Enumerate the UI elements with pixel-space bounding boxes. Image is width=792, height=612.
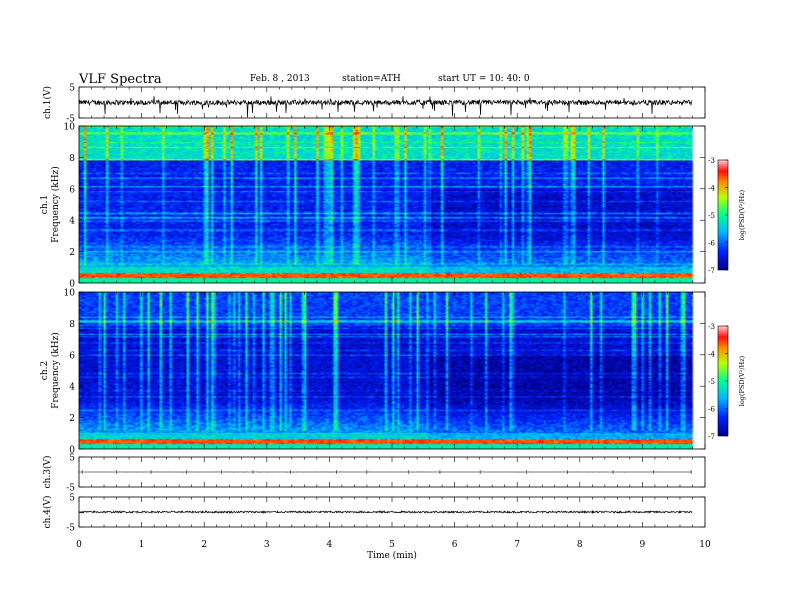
ch2-spectrogram-colorbar-tick-label: -5	[708, 378, 715, 386]
x-tick-label: 4	[327, 540, 333, 550]
x-tick-label: 0	[76, 540, 82, 550]
ch1-spectrogram-channel-label: ch.1	[40, 195, 50, 214]
ch2-spectrogram-ytick-label: 10	[64, 289, 76, 299]
start-time-label: start UT = 10: 40: 0	[438, 74, 530, 84]
ch2-spectrogram-ytick-label: 2	[69, 414, 75, 424]
ch2-spectrogram-ytick-label: 8	[69, 320, 75, 330]
x-axis-label: Time (min)	[367, 550, 417, 561]
ch2-spectrogram-colorbar-tick-label: -6	[708, 406, 715, 414]
ch4-waveform-ytick-label: 5	[69, 494, 75, 504]
ch2-spectrogram-ytick-label: 4	[69, 383, 75, 393]
x-tick-label: 7	[514, 540, 520, 550]
ch1-spectrogram-ylabel: Frequency (kHz)	[50, 166, 61, 243]
x-tick-label: 8	[577, 540, 583, 550]
x-tick-label: 5	[389, 540, 395, 550]
ch2-spectrogram-ytick-label: 6	[69, 351, 75, 361]
ch1-spectrogram-ytick-label: 8	[69, 154, 75, 164]
ch2-spectrogram-colorbar-tick-label: -7	[708, 433, 715, 441]
ch1-waveform-ylabel: ch.1(V)	[42, 86, 53, 119]
chart-title: VLF Spectra	[79, 72, 162, 87]
x-tick-label: 6	[452, 540, 458, 550]
ch1-spectrogram-heatmap	[79, 126, 705, 283]
x-tick-label: 1	[139, 540, 145, 550]
ch1-spectrogram-ytick-label: 10	[64, 123, 76, 133]
ch1-waveform-ytick-label: 5	[69, 84, 75, 94]
ch3-waveform-ytick-label: -5	[66, 484, 75, 494]
ch3-waveform-ytick-label: 5	[69, 454, 75, 464]
ch3-waveform-ylabel: ch.3(V)	[42, 456, 53, 489]
station-label: station=ATH	[342, 74, 401, 84]
x-tick-label: 10	[699, 540, 711, 550]
date-label: Feb. 8 , 2013	[250, 74, 310, 84]
ch1-spectrogram-ytick-label: 4	[69, 217, 75, 227]
ch2-spectrogram-colorbar-tick-label: -4	[708, 351, 715, 359]
ch1-spectrogram-ytick-label: 0	[69, 280, 75, 290]
ch2-spectrogram-heatmap	[79, 292, 705, 449]
x-tick-label: 9	[640, 540, 646, 550]
ch1-spectrogram-colorbar-tick-label: -5	[708, 212, 715, 220]
ch1-spectrogram-ytick-label: 6	[69, 185, 75, 195]
ch2-spectrogram-ytick-label: 0	[69, 446, 75, 456]
ch2-spectrogram-colorbar-tick-label: -3	[708, 323, 715, 331]
ch1-spectrogram-colorbar-tick-label: -3	[708, 157, 715, 165]
ch1-spectrogram-colorbar-label: log(PSD(V²/Hz)	[738, 189, 746, 240]
ch4-waveform-series-line	[78, 509, 693, 515]
ch4-waveform-ylabel: ch.4(V)	[42, 496, 53, 529]
ch4-waveform-ytick-label: -5	[66, 524, 75, 534]
ch2-spectrogram-channel-label: ch.2	[40, 361, 50, 380]
ch2-spectrogram-colorbar-label: log(PSD(V²/Hz)	[738, 355, 746, 406]
ch1-spectrogram-colorbar-tick-label: -4	[708, 185, 715, 193]
ch1-waveform-ytick-label: -5	[66, 115, 75, 125]
ch1-spectrogram-colorbar-tick-label: -6	[708, 240, 715, 248]
ch1-spectrogram-ytick-label: 2	[69, 248, 75, 258]
ch2-spectrogram-ylabel: Frequency (kHz)	[50, 332, 61, 409]
ch1-waveform-series-line	[78, 96, 693, 118]
x-tick-label: 3	[264, 540, 270, 550]
ch1-spectrogram-colorbar-tick-label: -7	[708, 267, 715, 275]
x-tick-label: 2	[201, 540, 207, 550]
